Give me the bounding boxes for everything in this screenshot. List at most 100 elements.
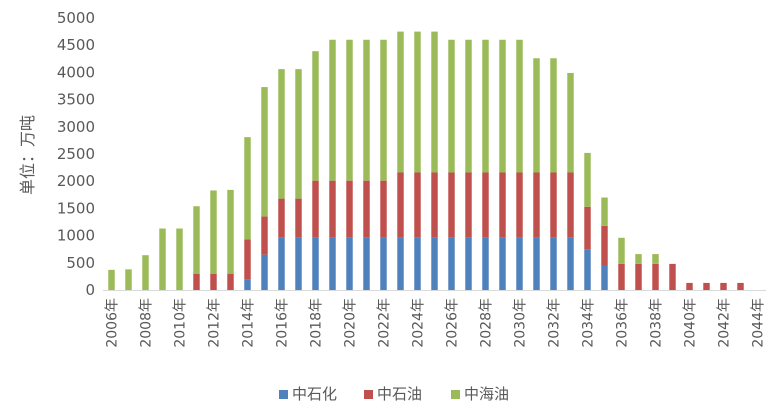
bar-segment [397,172,404,238]
bar-segment [516,172,523,238]
bar-segment [499,237,506,290]
x-tick-label: 2044年 [751,298,767,348]
y-tick-label: 4500 [57,36,95,54]
bar-segment [550,237,557,290]
bar-segment [312,237,319,290]
legend-label: 中海油 [464,385,509,403]
x-tick-label: 2030年 [513,298,529,348]
legend-swatch [279,390,288,399]
bar-segment [550,172,557,238]
bar-segment [448,39,455,173]
bar-segment [261,216,268,255]
bar-segment [295,237,302,290]
bar-segment [261,87,268,217]
x-tick-label: 2010年 [173,298,189,348]
x-tick-label: 2012年 [207,298,223,348]
x-tick-label: 2022年 [377,298,393,348]
bar-segment [584,206,591,250]
bar-segment [108,269,115,290]
bar-segment [363,237,370,290]
y-tick-label: 3500 [57,91,95,109]
bar-segment [703,282,710,290]
x-axis-tick-labels: 2006年 2008年 2010年 2012年 2014年 2016年 2018年 2020年… [105,298,767,348]
x-tick-label: 2036年 [615,298,631,348]
bar-segment [159,228,166,290]
bar-segment [329,180,336,238]
bar-segment [584,249,591,290]
x-tick-label: 2018年 [309,298,325,348]
bar-segment [448,172,455,238]
y-axis-label: 单位：万吨 [18,115,37,195]
bar-segment [295,69,302,199]
bar-segment [669,263,676,290]
bar-segment [618,237,625,264]
y-tick-label: 1500 [57,199,95,217]
x-tick-label: 2014年 [241,298,257,348]
bar-segment [533,58,540,173]
bar-segment [363,39,370,181]
bar-segment [380,237,387,290]
bar-segment [363,180,370,238]
bar-segment [244,279,251,290]
bar-segment [295,198,302,238]
x-tick-label: 2016年 [275,298,291,348]
bar-segment [465,39,472,173]
bar-segment [414,237,421,290]
bar-segment [601,265,608,290]
x-tick-label: 2006年 [105,298,121,348]
y-axis-tick-labels: 0 500 1000 1500 2000 2500 3000 3500 4000 4500 5000 [57,9,95,299]
bar-segment [618,263,625,290]
bar-segment [431,31,438,173]
bar-segment [414,172,421,238]
bar-segment [465,172,472,238]
bar-segment [516,39,523,173]
bar-segment [312,180,319,238]
bar-segment [482,172,489,238]
y-tick-label: 3000 [57,118,95,136]
bar-segment [601,197,608,226]
bar-segment [601,225,608,266]
bar-segment [516,237,523,290]
bar-segment [244,137,251,240]
x-tick-label: 2020年 [343,298,359,348]
x-tick-label: 2032年 [547,298,563,348]
bar-segment [584,152,591,207]
bar-segment [261,254,268,290]
x-tick-label: 2024年 [411,298,427,348]
bar-segment [176,228,183,290]
bar-segment [278,198,285,238]
bar-segment [210,190,217,274]
bar-segment [482,237,489,290]
bar-segment [142,255,149,290]
bars [108,31,744,290]
bar-segment [312,51,319,181]
bar-segment [465,237,472,290]
legend-swatch [451,390,460,399]
x-tick-label: 2040年 [683,298,699,348]
bar-segment [448,237,455,290]
bar-segment [329,39,336,181]
legend: 中石化 中石油 中海油 [279,385,509,403]
bar-segment [686,282,693,290]
x-tick-label: 2038年 [649,298,665,348]
bar-segment [346,39,353,181]
legend-swatch [364,390,373,399]
bar-segment [431,172,438,238]
y-tick-label: 2000 [57,172,95,190]
x-tick-label: 2008年 [139,298,155,348]
bar-segment [227,189,234,274]
y-tick-label: 2500 [57,145,95,163]
bar-segment [652,254,659,264]
x-tick-label: 2026年 [445,298,461,348]
bar-segment [635,263,642,290]
bar-segment [278,69,285,199]
bar-segment [244,239,251,280]
bar-segment [329,237,336,290]
bar-segment [482,39,489,173]
legend-label: 中石化 [292,385,337,403]
y-tick-label: 1000 [57,227,95,245]
bar-segment [278,237,285,290]
bar-segment [397,237,404,290]
bar-segment [414,31,421,173]
